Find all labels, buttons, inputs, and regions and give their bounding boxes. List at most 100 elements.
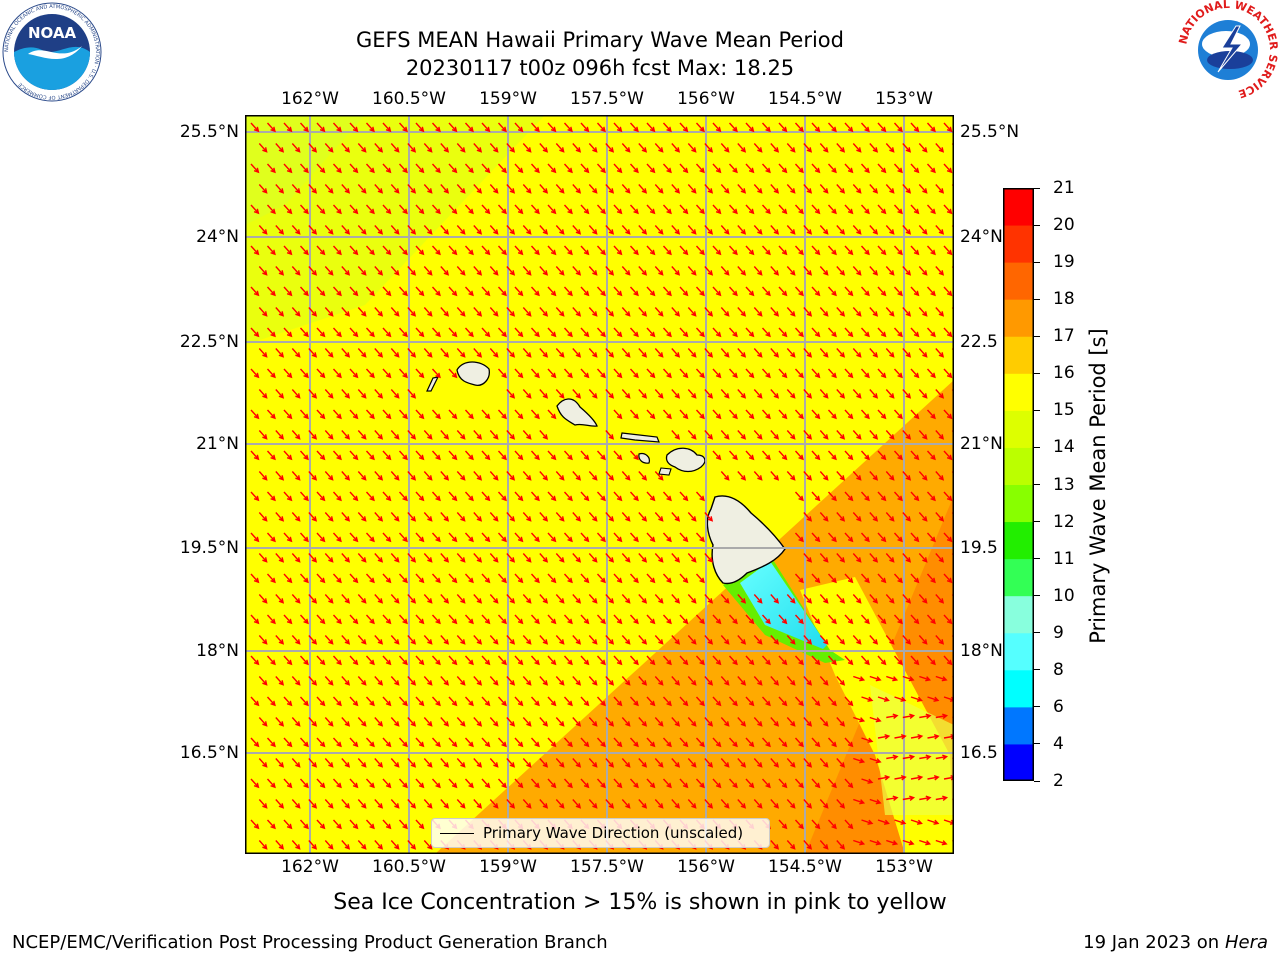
wave-arrow [481,655,491,666]
wave-arrow [902,754,916,760]
wave-arrow [605,266,615,276]
colorbar-block [1003,632,1034,671]
wave-arrow [324,430,334,440]
wave-arrow [869,184,879,194]
wave-arrow [596,573,606,584]
wave-arrow [299,327,309,338]
wave-arrow [580,491,590,502]
wave-arrow [761,614,771,625]
wave-arrow [794,327,804,338]
wave-arrow [844,409,854,420]
noaa-logo: NATIONAL OCEANIC AND ATMOSPHERIC ADMINIS… [2,2,102,102]
wave-arrow [563,655,573,666]
wave-arrow [761,368,771,379]
colorbar-tick-label: 14 [1053,437,1075,458]
wave-arrow [374,307,384,317]
wave-arrow [547,368,557,379]
wave-arrow [770,717,780,727]
wave-arrow [349,327,359,338]
wave-arrow [431,737,441,748]
lat-label-left: 19.5°N [179,538,239,558]
wave-arrow [365,204,375,215]
wave-arrow [720,676,730,686]
wave-arrow [745,122,755,133]
wave-arrow [753,594,763,604]
wave-arrow [258,266,268,276]
colorbar-tick-mark [1034,669,1040,671]
wave-arrow [423,430,433,440]
wave-arrow [530,614,540,625]
wave-arrow [588,799,598,809]
wave-arrow [423,512,433,522]
wave-arrow [250,245,260,256]
wave-arrow [448,122,458,133]
wave-arrow [613,368,623,379]
wave-arrow [481,327,491,338]
wave-arrow [687,266,697,276]
wave-arrow [440,143,450,153]
wave-arrow [250,778,260,789]
wave-arrow [423,799,433,809]
wave-arrow [514,491,524,502]
wave-arrow [398,204,408,215]
wave-arrow [926,655,936,666]
wave-arrow [778,204,788,215]
wave-arrow [497,204,507,215]
wave-arrow [869,389,879,399]
wave-arrow [398,532,408,543]
footer-right: 19 Jan 2023 on Hera [1083,932,1268,953]
map-title-line2: 20230117 t00z 096h fcst Max: 18.25 [405,56,795,80]
wave-arrow [588,266,598,276]
wave-arrow [910,204,920,215]
wave-arrow [893,573,903,584]
wave-arrow [613,122,623,133]
wave-arrow [761,245,771,256]
wave-arrow [423,840,433,850]
wave-arrow [679,696,689,707]
wave-arrow [349,573,359,584]
wave-arrow [885,594,895,604]
wave-arrow [308,143,318,153]
wave-arrow [844,122,854,133]
wave-arrow [704,594,714,604]
wave-arrow [398,491,408,502]
wave-arrow [737,430,747,440]
wave-arrow [481,163,491,174]
wave-arrow [720,184,730,194]
lon-label-bottom: 159°W [479,857,537,877]
wave-arrow [316,327,326,338]
wave-arrow [357,717,367,727]
wave-arrow [283,819,293,830]
wave-arrow [910,573,920,584]
wave-arrow [638,348,648,358]
wave-arrow [349,450,359,461]
wave-arrow [324,143,334,153]
colorbar-block [1003,484,1034,523]
wave-arrow [893,327,903,338]
wave-arrow [819,512,829,522]
wave-arrow [811,573,821,584]
wave-arrow [704,348,714,358]
wave-arrow [811,737,821,748]
lon-label-top: 157.5°W [570,89,644,109]
wave-arrow [316,655,326,666]
wave-arrow [382,286,392,297]
wave-arrow [720,635,730,645]
wave-arrow [613,409,623,420]
wave-arrow [778,655,788,666]
wave-arrow [464,778,474,789]
wave-arrow [778,614,788,625]
wave-arrow [275,594,285,604]
wave-arrow [275,143,285,153]
wave-arrow [886,675,899,682]
wave-arrow [621,266,631,276]
wave-arrow [836,471,846,481]
wave-arrow [671,635,681,645]
wave-arrow [547,409,557,420]
wave-arrow [390,594,400,604]
wave-arrow [811,327,821,338]
wave-arrow [588,389,598,399]
wave-arrow [299,163,309,174]
wave-arrow [588,471,598,481]
wave-arrow [753,266,763,276]
